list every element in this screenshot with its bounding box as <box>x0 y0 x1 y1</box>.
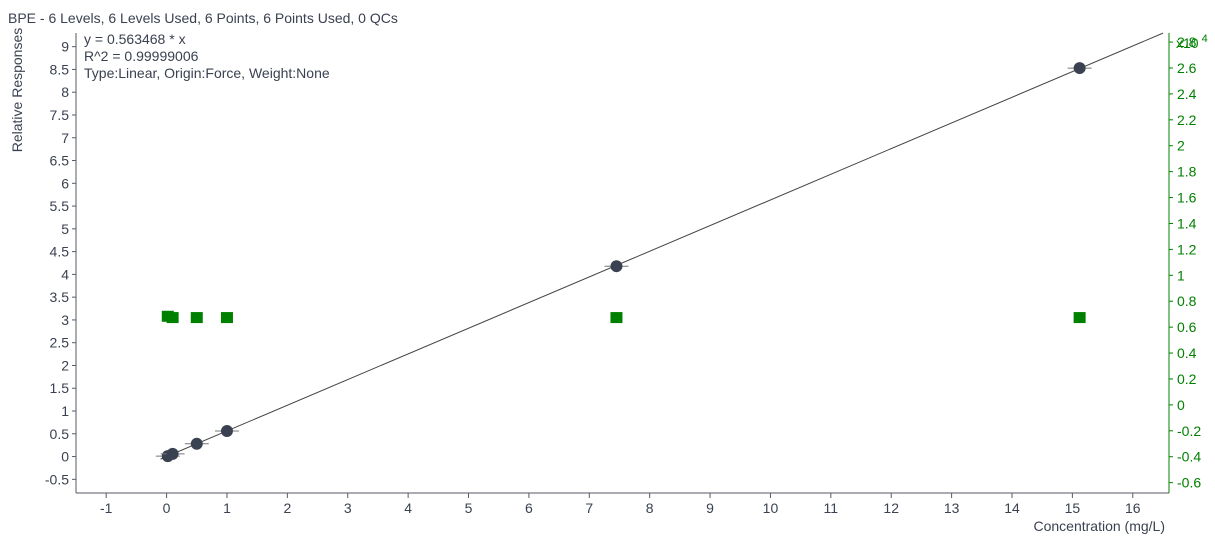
y2-tick-label: 0 <box>1177 397 1185 413</box>
x-tick-label: 4 <box>404 500 412 516</box>
x-tick-label: 13 <box>944 500 960 516</box>
x-tick-label: 0 <box>163 500 171 516</box>
r-squared-annotation: R^2 = 0.99999006 <box>84 48 199 64</box>
residual-point <box>166 312 179 324</box>
x-tick-label: 10 <box>763 500 779 516</box>
x-axis-label: Concentration (mg/L) <box>1033 518 1165 534</box>
y-tick-label: 4.5 <box>50 244 70 260</box>
x-tick-label: 7 <box>585 500 593 516</box>
x-tick-label: 6 <box>525 500 533 516</box>
fit-type-annotation: Type:Linear, Origin:Force, Weight:None <box>84 65 330 81</box>
x-tick-label: 11 <box>824 500 839 516</box>
calibration-point <box>190 437 203 450</box>
y2-tick-label: 1.2 <box>1177 241 1197 257</box>
chart-title: BPE - 6 Levels, 6 Levels Used, 6 Points,… <box>8 10 398 26</box>
y-tick-label: 5.5 <box>50 198 70 214</box>
y-tick-label: 7 <box>61 130 69 146</box>
x-tick-label: 16 <box>1125 500 1141 516</box>
y2-tick-label: 1 <box>1177 267 1185 283</box>
x-tick-label: 8 <box>646 500 654 516</box>
x-tick-label: 1 <box>223 500 231 516</box>
fit-line <box>160 32 1164 460</box>
x-tick-label: 12 <box>883 500 899 516</box>
calibration-point <box>1073 62 1086 75</box>
y-tick-label: 8 <box>61 84 69 100</box>
y-tick-label: 0.5 <box>50 426 70 442</box>
y-tick-label: 1.5 <box>50 380 70 396</box>
y2-tick-label: 0.2 <box>1177 371 1197 387</box>
y-tick-label: 4 <box>61 266 69 282</box>
axes-layer: -0.5 0 0.5 1 1.5 2 2.5 3 3.5 4 4.5 5 5.5 6 6.5 7 7.5 8 8.5… <box>45 33 1201 516</box>
y2-tick-label: 1.4 <box>1177 215 1197 231</box>
y2-tick-label: -0.4 <box>1177 449 1201 465</box>
y2-tick-label: 2.4 <box>1177 86 1197 102</box>
y2-tick-label: 2 <box>1177 138 1185 154</box>
y2-tick-label: -0.6 <box>1177 475 1201 491</box>
y2-multiplier-label: x10 4 <box>1176 33 1208 51</box>
y2-tick-label: 0.6 <box>1177 319 1197 335</box>
x-tick-label: 9 <box>706 500 714 516</box>
y-tick-label: 7.5 <box>50 107 70 123</box>
x-tick-label: 2 <box>283 500 291 516</box>
y-tick-label: -0.5 <box>45 471 69 487</box>
y2-tick-label: -0.2 <box>1177 423 1201 439</box>
calibration-point <box>220 425 233 438</box>
y2-tick-label: 1.6 <box>1177 190 1197 206</box>
residual-point <box>220 312 233 324</box>
calibration-point <box>610 260 623 273</box>
y2-tick-label: 2.6 <box>1177 60 1197 76</box>
x-tick-label: 5 <box>465 500 473 516</box>
y-tick-label: 0 <box>61 449 69 465</box>
calibration-point <box>166 447 179 460</box>
y-tick-label: 3.5 <box>50 289 70 305</box>
marks-layer <box>155 62 1092 463</box>
y2-multiplier-exponent: 4 <box>1202 33 1208 45</box>
y2-tick-label: 0.8 <box>1177 293 1197 309</box>
y-axis-label: Relative Responses <box>9 28 25 153</box>
y2-tick-label: 2.2 <box>1177 112 1197 128</box>
equation-annotation: y = 0.563468 * x <box>84 31 186 47</box>
residual-point <box>610 312 623 324</box>
y-tick-label: 1 <box>61 403 69 419</box>
y2-tick-label: 1.8 <box>1177 164 1197 180</box>
fit-line-layer <box>160 32 1164 460</box>
x-tick-label: 14 <box>1004 500 1020 516</box>
y-tick-label: 2.5 <box>50 335 70 351</box>
y-tick-label: 9 <box>61 39 69 55</box>
y-tick-label: 3 <box>61 312 69 328</box>
y-tick-label: 8.5 <box>50 61 70 77</box>
y-tick-label: 2 <box>61 357 69 373</box>
y-tick-label: 6.5 <box>50 153 70 169</box>
x-tick-label: 3 <box>344 500 352 516</box>
y-tick-label: 6 <box>61 175 69 191</box>
x-tick-label: -1 <box>100 500 113 516</box>
residual-point <box>1073 312 1086 324</box>
y2-tick-label: 2.8 <box>1177 34 1197 50</box>
residual-point <box>190 312 203 324</box>
x-tick-label: 15 <box>1065 500 1081 516</box>
y-tick-label: 5 <box>61 221 69 237</box>
y2-tick-label: 0.4 <box>1177 345 1197 361</box>
